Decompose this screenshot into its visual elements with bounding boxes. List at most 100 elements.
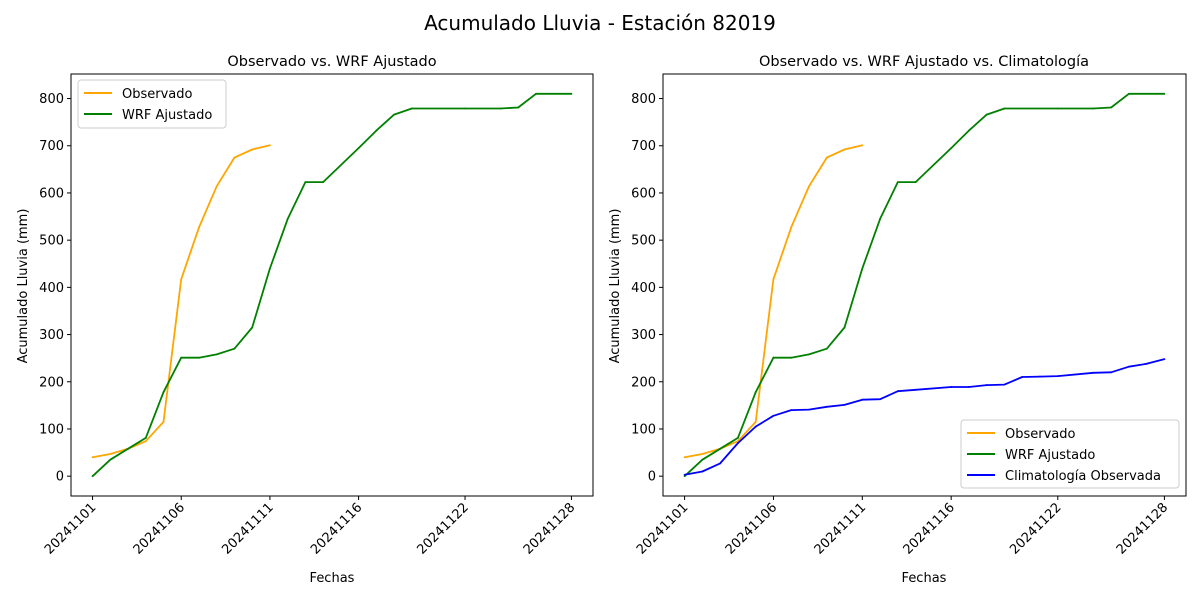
chart-left-point-wrf-ajustado [517,106,520,109]
chart-right-point-wrf-ajustado [861,267,864,270]
chart-left-point-wrf-ajustado [322,181,325,183]
chart-left-point-wrf-ajustado [127,447,129,450]
chart-right-point-wrf-ajustado [950,147,953,150]
chart-right-point-wrf-ajustado [1127,92,1130,95]
chart-right-point-climatologia-observada [754,425,757,428]
chart-left-title: Observado vs. WRF Ajustado [227,54,436,70]
chart-right-point-climatologia-observada [1127,365,1130,368]
chart-left-point-wrf-ajustado [535,92,537,95]
chart-right-point-wrf-ajustado [719,447,722,450]
chart-right-point-wrf-ajustado [1092,107,1095,110]
chart-left-ytick-label: 300 [39,328,64,343]
chart-left-point-wrf-ajustado [180,356,183,359]
chart-right-point-climatologia-observada [1039,375,1041,378]
chart-right-ytick-label: 800 [631,92,656,107]
chart-left-point-wrf-ajustado [269,267,271,270]
chart-right-point-climatologia-observada [790,409,793,411]
chart-left-point-observado [233,156,236,159]
chart-right-point-observado [701,453,704,455]
chart-left-legend-label-observado: Observado [122,87,193,102]
chart-left-point-observado [180,278,183,281]
chart-right-point-climatologia-observada [914,388,917,391]
chart-right-point-wrf-ajustado [1056,107,1059,110]
chart-left-xlabel: Fechas [310,571,355,586]
chart-right-point-wrf-ajustado [879,218,881,220]
chart-right-point-wrf-ajustado [896,181,899,183]
chart-right-legend: Observado WRF Ajustado Climatología Obse… [960,419,1180,489]
chart-left-point-wrf-ajustado [304,181,307,183]
chart-left-point-observado [251,148,254,151]
chart-right-xlabel: Fechas [902,571,947,586]
chart-right-point-wrf-ajustado [843,326,846,329]
chart-left-point-wrf-ajustado [393,113,395,116]
chart-right-ytick-label: 100 [631,422,656,437]
chart-right-point-climatologia-observada [950,386,953,388]
chart-left-point-observado [215,185,218,188]
chart-right-point-observado [790,226,793,229]
figure-suptitle: Acumulado Lluvia - Estación 82019 [424,11,776,35]
chart-right-point-climatologia-observada [1145,362,1148,365]
chart-right-point-wrf-ajustado [914,181,917,183]
chart-right-point-observado [772,278,775,281]
chart-right-point-climatologia-observada [1021,376,1024,378]
chart-left-point-wrf-ajustado [464,107,466,110]
chart-right-ytick-label: 500 [631,234,656,249]
chart-right-point-wrf-ajustado [985,113,988,116]
chart-left-legend-label-wrf: WRF Ajustado [122,108,212,123]
chart-right-point-climatologia-observada [1056,375,1059,378]
chart-left-ytick-label: 400 [39,281,64,296]
chart-right-point-climatologia-observada [968,386,970,388]
chart-right-point-climatologia-observada [825,405,828,408]
chart-right-point-wrf-ajustado [737,437,739,439]
chart-right-legend-label-observado: Observado [1005,427,1076,442]
chart-left-point-wrf-ajustado [198,356,200,359]
chart-left-point-wrf-ajustado [215,353,218,356]
chart-left-point-wrf-ajustado [286,218,289,220]
chart-left-point-observado [144,440,147,443]
chart-right-point-climatologia-observada [861,398,864,401]
chart-right-point-wrf-ajustado [825,347,828,350]
chart-left-ytick-label: 800 [39,92,64,107]
chart-left-point-wrf-ajustado [91,475,94,478]
chart-right-ytick-label: 200 [631,375,656,390]
chart-right-title: Observado vs. WRF Ajustado vs. Climatolo… [759,54,1089,70]
chart-right-ytick-label: 300 [631,328,656,343]
chart-right-point-wrf-ajustado [1163,92,1166,95]
chart-right-ytick-label: 700 [631,139,656,154]
chart-right-point-observado [843,148,846,151]
chart-left-legend: Observado WRF Ajustado [77,79,227,129]
chart-left-ytick-label: 0 [56,470,64,485]
chart-right-point-climatologia-observada [683,473,686,476]
chart-left-ytick-label: 700 [39,139,64,154]
chart-left-ylabel: Acumulado Lluvia (mm) [16,209,31,364]
chart-right-ytick-label: 400 [631,281,656,296]
chart-left-point-wrf-ajustado [570,92,573,95]
chart-left-legend-box [77,79,227,129]
chart-left-point-wrf-ajustado [357,147,360,150]
chart-right-point-climatologia-observada [1110,371,1112,374]
chart-left-point-observado [269,144,271,147]
chart-right-point-observado [861,144,864,147]
chart-left-point-wrf-ajustado [251,326,254,329]
chart-right-legend-label-climatologia: Climatología Observada [1005,469,1161,484]
chart-left-point-wrf-ajustado [375,129,378,132]
chart-right-point-observado [808,185,810,188]
chart-right-point-wrf-ajustado [754,391,757,394]
chart-left-point-wrf-ajustado [410,107,413,110]
chart-right-point-observado [754,420,757,423]
chart-left-ytick-label: 500 [39,234,64,249]
chart-left-point-observado [91,456,94,459]
chart-right-point-climatologia-observada [1092,371,1095,374]
chart-right-point-climatologia-observada [1163,358,1166,361]
chart-left-point-wrf-ajustado [109,458,112,461]
chart-right-point-climatologia-observada [985,384,988,386]
chart-right-point-climatologia-observada [737,442,739,445]
chart-right-point-climatologia-observada [719,462,722,465]
chart-right-point-observado [825,156,828,159]
chart-right-point-wrf-ajustado [1003,107,1006,110]
chart-left-axes-frame [70,73,594,497]
chart-right-legend-box [960,419,1180,489]
chart-right-point-wrf-ajustado [683,475,686,478]
